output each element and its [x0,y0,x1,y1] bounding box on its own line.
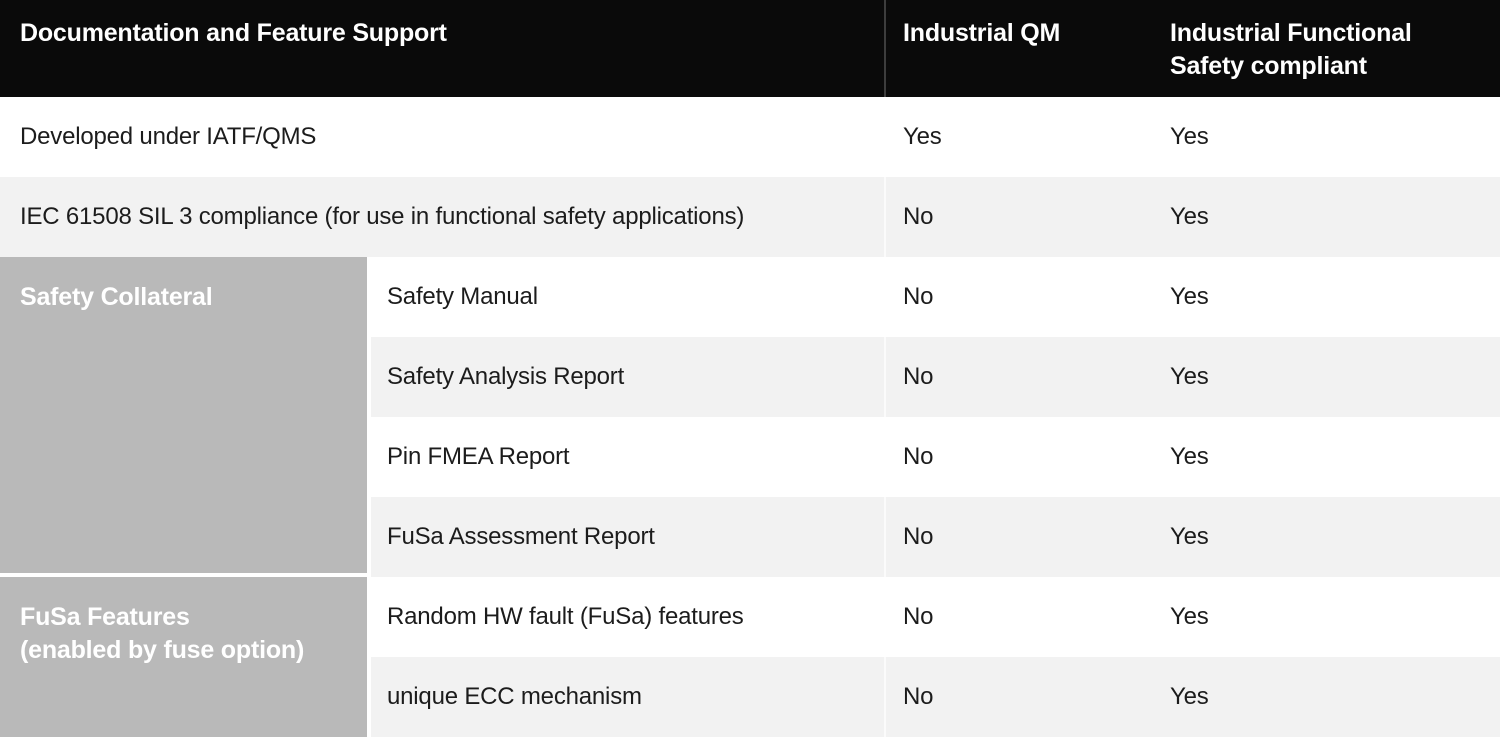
fusa-value: Yes [1170,443,1209,470]
qm-value: No [903,443,934,470]
qm-value: No [903,603,934,630]
fusa-value: Yes [1170,283,1209,310]
fusa-value: Yes [1170,523,1209,550]
table-row: IEC 61508 SIL 3 compliance (for use in f… [0,177,1500,257]
table-row: Pin FMEA Report No Yes [371,417,1500,497]
qm-value: No [903,283,934,310]
fusa-value: Yes [1170,203,1209,230]
table-row: FuSa Assessment Report No Yes [371,497,1500,577]
row-label: Developed under IATF/QMS [20,123,317,150]
qm-value: No [903,683,934,710]
row-label: IEC 61508 SIL 3 compliance (for use in f… [20,203,745,230]
group-label: FuSa Features (enabled by fuse option) [20,603,305,664]
body-column-divider [884,97,886,737]
row-label: FuSa Assessment Report [387,523,655,550]
qm-value: No [903,523,934,550]
header-industrial-fusa-column: Industrial Functional Safety compliant [1170,19,1412,80]
qm-value: No [903,203,934,230]
qm-value: No [903,363,934,390]
table-row: Safety Analysis Report No Yes [371,337,1500,417]
fusa-value: Yes [1170,363,1209,390]
row-label: unique ECC mechanism [387,683,642,710]
table-row: Developed under IATF/QMS Yes Yes [0,97,1500,177]
group-safety-collateral: Safety Collateral [0,257,367,573]
table-header: Documentation and Feature Support Indust… [0,0,1500,97]
table-row: Random HW fault (FuSa) features No Yes [371,577,1500,657]
group-label: Safety Collateral [20,283,213,311]
row-label: Safety Analysis Report [387,363,625,390]
row-label: Random HW fault (FuSa) features [387,603,744,630]
table-row: Safety Manual No Yes [371,257,1500,337]
row-label: Pin FMEA Report [387,443,570,470]
header-industrial-qm-column: Industrial QM [903,19,1061,47]
header-column-divider [884,0,886,97]
fusa-value: Yes [1170,683,1209,710]
fusa-value: Yes [1170,123,1209,150]
header-feature-column: Documentation and Feature Support [20,19,447,47]
table-row: unique ECC mechanism No Yes [371,657,1500,737]
fusa-value: Yes [1170,603,1209,630]
qm-value: Yes [903,123,942,150]
group-fusa-features: FuSa Features (enabled by fuse option) [0,577,367,737]
row-label: Safety Manual [387,283,538,310]
